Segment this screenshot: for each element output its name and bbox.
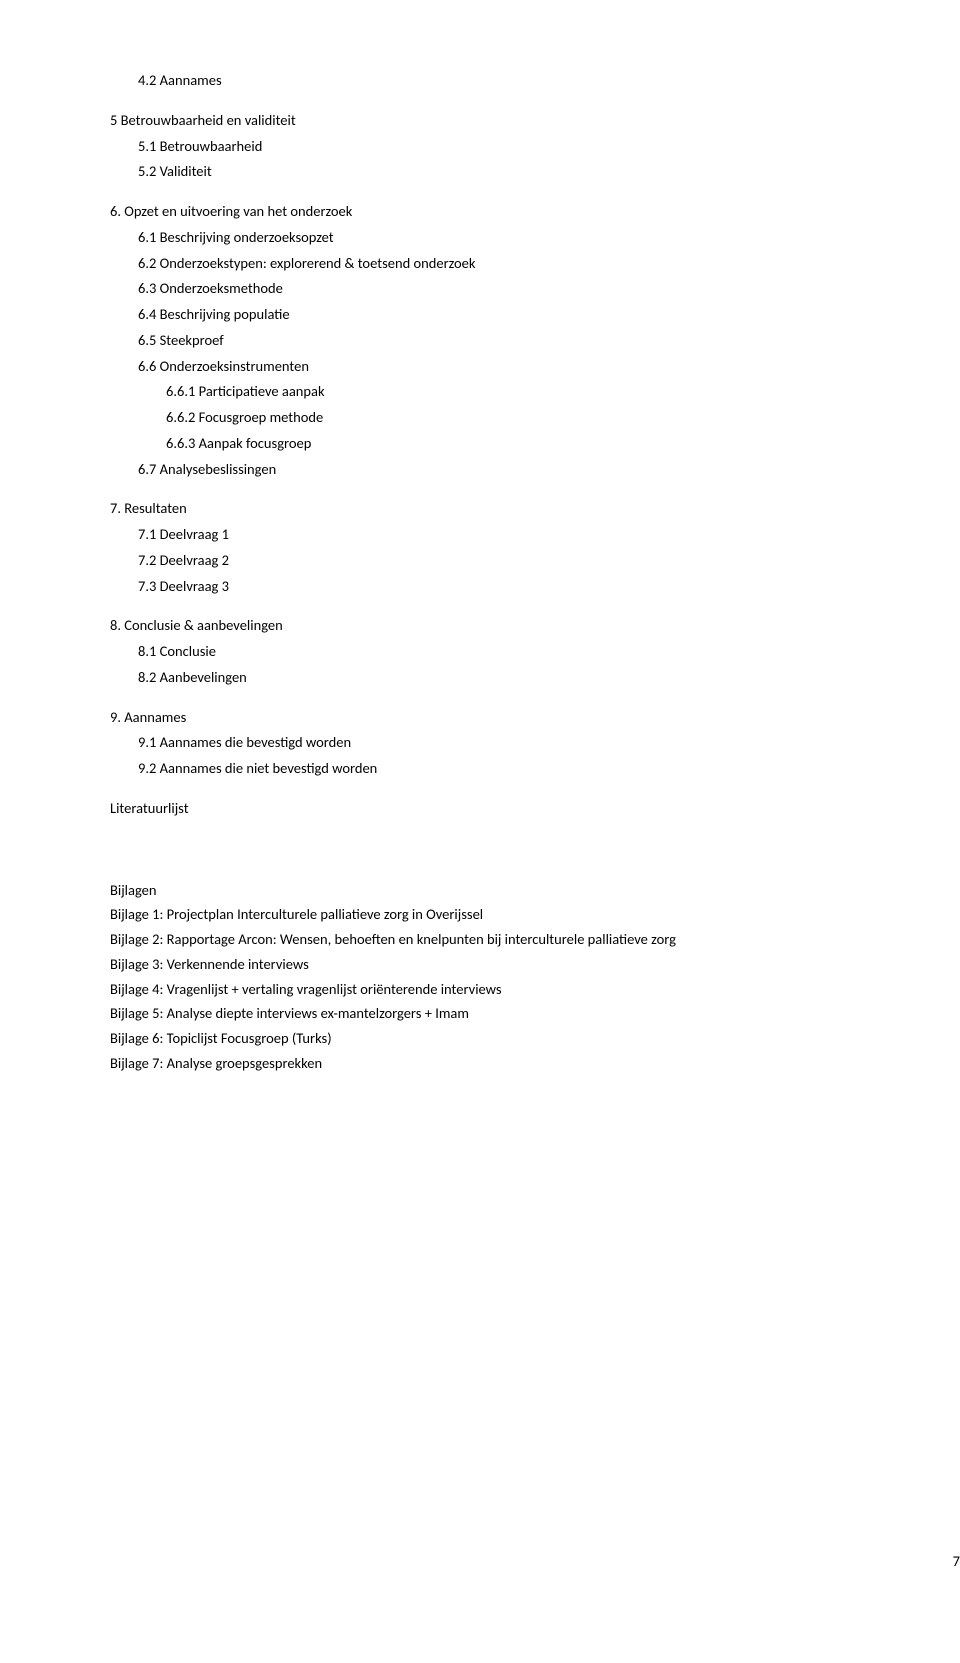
appendix-section: Bijlagen Bijlage 1: Projectplan Intercul… xyxy=(110,880,960,1075)
toc-entry: 5.1 Betrouwbaarheid 23 xyxy=(110,136,960,158)
toc-entry-label: 7.3 Deelvraag 3 xyxy=(110,576,229,598)
toc-entry: 6.2 Onderzoekstypen: explorerend & toets… xyxy=(110,253,960,275)
toc-entry: 4.2 Aannames 21 xyxy=(110,70,960,92)
appendix-item: Bijlage 5: Analyse diepte interviews ex-… xyxy=(110,1003,960,1025)
toc-entry: 6.7 Analysebeslissingen 30 xyxy=(110,459,960,481)
toc-entry: 6.5 Steekproef 27 xyxy=(110,330,960,352)
toc-entry: 8.2 Aanbevelingen 39 xyxy=(110,667,960,689)
toc-entry-label: 6.3 Onderzoeksmethode xyxy=(110,278,283,300)
toc-entry-label: 5.2 Validiteit xyxy=(110,161,212,183)
toc-entry: 9.1 Aannames die bevestigd worden 41 xyxy=(110,732,960,754)
toc-entry: 5.2 Validiteit 24 xyxy=(110,161,960,183)
table-of-contents: 4.2 Aannames 21 5 Betrouwbaarheid en vali… xyxy=(110,70,960,820)
toc-entry-label: 7. Resultaten xyxy=(110,498,187,520)
toc-entry: 7.2 Deelvraag 2 32 xyxy=(110,550,960,572)
toc-entry: 7.3 Deelvraag 3 34 xyxy=(110,576,960,598)
toc-entry: 7.1 Deelvraag 1 31 xyxy=(110,524,960,546)
toc-entry-label: 6.6.3 Aanpak focusgroep xyxy=(110,433,311,455)
appendix-item: Bijlage 6: Topiclijst Focusgroep (Turks) xyxy=(110,1028,960,1050)
appendix-item: Bijlage 4: Vragenlijst + vertaling vrage… xyxy=(110,979,960,1001)
appendix-item: Bijlage 3: Verkennende interviews xyxy=(110,954,960,976)
appendix-item: Bijlage 1: Projectplan Interculturele pa… xyxy=(110,904,960,926)
toc-entry-label: 5.1 Betrouwbaarheid xyxy=(110,136,262,158)
toc-entry-label: 8.2 Aanbevelingen xyxy=(110,667,247,689)
toc-entry-label: 7.1 Deelvraag 1 xyxy=(110,524,229,546)
toc-entry-label: 9.2 Aannames die niet bevestigd worden xyxy=(110,758,377,780)
toc-entry-label: 6.5 Steekproef xyxy=(110,330,224,352)
appendix-item: Bijlage 7: Analyse groepsgesprekken xyxy=(110,1053,960,1075)
toc-entry-label: 5 Betrouwbaarheid en validiteit xyxy=(110,110,296,132)
toc-entry: 8.1 Conclusie 37 xyxy=(110,641,960,663)
toc-entry-label: 6.7 Analysebeslissingen xyxy=(110,459,276,481)
toc-entry: 8. Conclusie & aanbevelingen 37 xyxy=(110,615,960,637)
toc-entry-label: 6.2 Onderzoekstypen: explorerend & toets… xyxy=(110,253,476,275)
toc-entry: Literatuurlijst 42 xyxy=(110,798,960,820)
toc-entry-label: Literatuurlijst xyxy=(110,798,189,820)
toc-entry: 6.3 Onderzoeksmethode 26 xyxy=(110,278,960,300)
toc-entry: 6.6 Onderzoeksinstrumenten 27 xyxy=(110,356,960,378)
toc-entry: 7. Resultaten 31 xyxy=(110,498,960,520)
appendix-heading: Bijlagen xyxy=(110,880,960,902)
toc-entry-label: 4.2 Aannames xyxy=(110,70,222,92)
toc-entry: 6. Opzet en uitvoering van het onderzoek… xyxy=(110,201,960,223)
toc-entry-label: 9. Aannames xyxy=(110,707,186,729)
toc-entry: 6.6.2 Focusgroep methode 27 xyxy=(110,407,960,429)
toc-entry-label: 8. Conclusie & aanbevelingen xyxy=(110,615,283,637)
toc-entry-label: 6.6.2 Focusgroep methode xyxy=(110,407,323,429)
toc-entry-label: 6.6 Onderzoeksinstrumenten xyxy=(110,356,309,378)
toc-entry: 6.4 Beschrijving populatie 27 xyxy=(110,304,960,326)
toc-entry-label: 8.1 Conclusie xyxy=(110,641,216,663)
toc-entry: 5 Betrouwbaarheid en validiteit 23 xyxy=(110,110,960,132)
toc-entry-label: 6.4 Beschrijving populatie xyxy=(110,304,290,326)
toc-entry-label: 6. Opzet en uitvoering van het onderzoek xyxy=(110,201,352,223)
toc-entry: 9. Aannames 41 xyxy=(110,707,960,729)
page-number: 7 xyxy=(953,1551,960,1573)
toc-entry: 6.6.1 Participatieve aanpak 27 xyxy=(110,381,960,403)
toc-entry-label: 7.2 Deelvraag 2 xyxy=(110,550,229,572)
appendix-item: Bijlage 2: Rapportage Arcon: Wensen, beh… xyxy=(110,929,960,951)
toc-entry: 6.1 Beschrijving onderzoeksopzet 25 xyxy=(110,227,960,249)
toc-entry-label: 6.6.1 Participatieve aanpak xyxy=(110,381,325,403)
toc-entry: 6.6.3 Aanpak focusgroep 27 xyxy=(110,433,960,455)
toc-entry: 9.2 Aannames die niet bevestigd worden 4… xyxy=(110,758,960,780)
toc-entry-label: 9.1 Aannames die bevestigd worden xyxy=(110,732,351,754)
toc-entry-label: 6.1 Beschrijving onderzoeksopzet xyxy=(110,227,334,249)
